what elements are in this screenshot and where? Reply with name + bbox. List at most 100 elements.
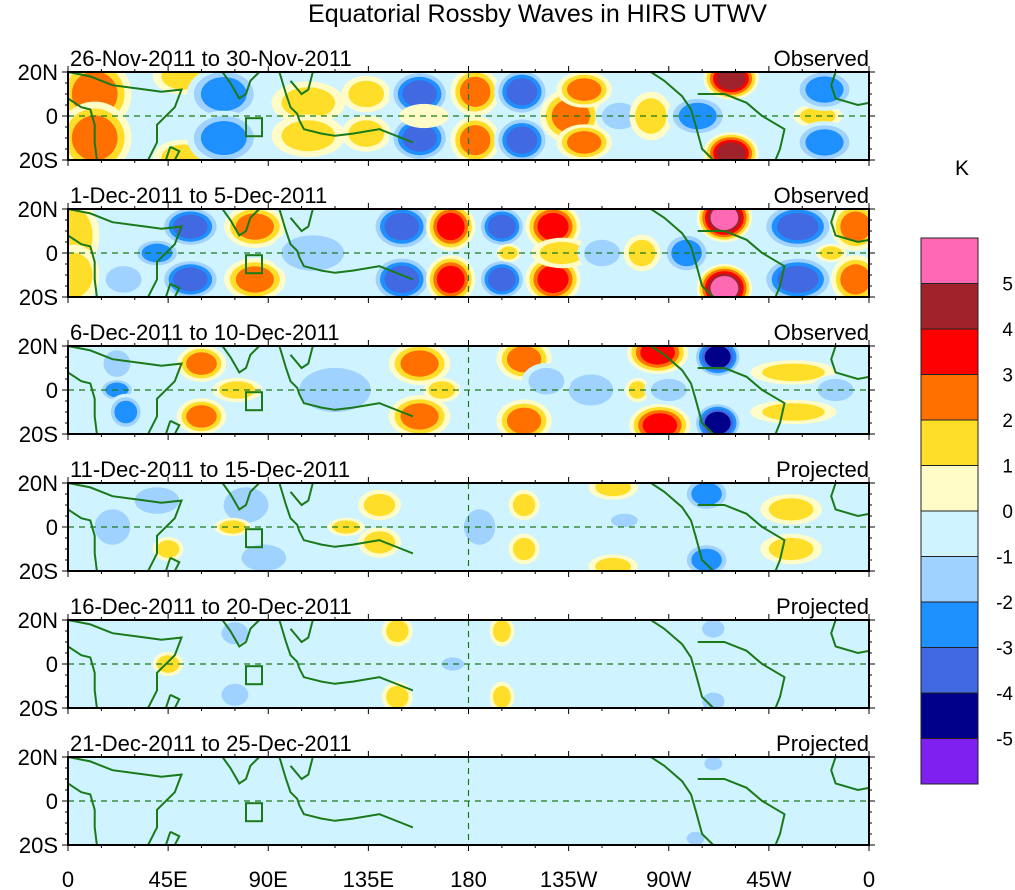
- anomaly-negative: [702, 620, 725, 638]
- anomaly-negative: [402, 80, 437, 108]
- y-tick-label: 0: [46, 652, 58, 677]
- panel-status-label: Projected: [776, 731, 869, 756]
- panel-status-label: Observed: [774, 46, 869, 71]
- anomaly-positive: [716, 142, 746, 160]
- panel-field: [68, 72, 869, 160]
- coastline: [650, 620, 715, 708]
- anomaly-positive: [710, 276, 739, 297]
- y-tick-label: 20N: [18, 471, 58, 496]
- coastline: [68, 97, 98, 160]
- anomaly-negative: [506, 78, 538, 106]
- region-box: [245, 802, 263, 823]
- y-tick-label: 20S: [19, 148, 58, 173]
- colorbar-tick-label: -5: [996, 730, 1013, 751]
- anomaly-negative: [506, 126, 538, 154]
- x-tick-label: 90E: [249, 867, 288, 890]
- y-tick-label: 0: [46, 241, 58, 266]
- y-tick-label: 20N: [18, 334, 58, 359]
- anomaly-negative: [691, 548, 722, 571]
- anomaly-positive: [459, 76, 491, 107]
- anomaly-positive: [762, 363, 825, 382]
- anomaly-positive: [459, 125, 491, 156]
- coastline: [68, 508, 98, 571]
- coastline: [289, 209, 314, 233]
- colorbar-unit-label: K: [955, 157, 970, 180]
- anomaly-positive: [716, 72, 746, 90]
- region-box: [245, 528, 263, 549]
- panel-period-label: 26-Nov-2011 to 30-Nov-2011: [70, 46, 352, 71]
- anomaly-positive: [363, 531, 396, 554]
- anomaly-negative: [441, 657, 465, 671]
- colorbar-tick-label: -3: [996, 639, 1013, 660]
- colorbar-tick-label: 4: [1002, 320, 1013, 341]
- colorbar-tick-label: -2: [996, 593, 1013, 614]
- colorbar-tick-label: 3: [1002, 366, 1013, 387]
- coastline: [830, 209, 869, 244]
- anomaly-negative: [702, 692, 725, 708]
- anomaly-positive: [628, 381, 647, 399]
- coastline: [164, 830, 181, 845]
- coastline: [278, 757, 414, 829]
- colorbar-swatch: [920, 283, 979, 330]
- coastline: [289, 620, 314, 644]
- anomaly-negative: [777, 265, 819, 294]
- anomaly-positive: [642, 413, 678, 434]
- y-tick-label: 20N: [18, 745, 58, 770]
- anomaly-positive: [539, 241, 585, 265]
- anomaly-positive: [219, 520, 247, 534]
- coastline: [278, 346, 414, 418]
- anomaly-negative: [817, 378, 854, 402]
- colorbar-swatch: [920, 465, 979, 512]
- colorbar-swatch: [920, 738, 979, 785]
- coastline: [650, 757, 715, 845]
- y-tick-label: 20S: [19, 696, 58, 721]
- x-tick-label: 135E: [343, 867, 394, 890]
- y-tick-label: 20N: [18, 60, 58, 85]
- panel-period-label: 11-Dec-2011 to 15-Dec-2011: [70, 457, 350, 482]
- anomaly-positive: [156, 540, 180, 558]
- colorbar-swatch: [920, 237, 979, 284]
- anomaly-negative: [650, 378, 687, 402]
- panel-period-label: 1-Dec-2011 to 5-Dec-2011: [70, 183, 327, 208]
- anomaly-positive: [186, 405, 217, 428]
- panel-5: 20N 0 20S 16-Dec-2011 to 20-Dec-2011 Project…: [18, 594, 875, 721]
- anomaly-positive: [348, 80, 385, 108]
- anomaly-positive: [768, 498, 814, 521]
- region-box: [245, 117, 263, 138]
- coastline: [68, 371, 98, 434]
- coastline: [830, 346, 869, 381]
- panel-6: 20N 0 20S 21-Dec-2011 to 25-Dec-2011 Project…: [18, 731, 875, 858]
- coastline: [68, 234, 98, 297]
- region-box: [245, 391, 263, 412]
- y-tick-label: 0: [46, 789, 58, 814]
- anomaly-negative: [704, 411, 731, 434]
- region-box: [245, 254, 263, 275]
- anomaly-negative: [704, 757, 723, 771]
- anomaly-negative: [173, 267, 208, 292]
- anomaly-positive: [840, 264, 869, 295]
- coastlines: [68, 757, 869, 845]
- y-tick-label: 20S: [19, 422, 58, 447]
- coastline: [68, 757, 184, 845]
- coastline: [278, 209, 414, 281]
- colorbar-tick-label: -1: [996, 548, 1013, 569]
- coastline: [830, 72, 869, 107]
- anomaly-positive: [595, 483, 631, 497]
- colorbar-swatch: [920, 419, 979, 466]
- coastline: [68, 645, 98, 708]
- anomaly-positive: [537, 265, 569, 294]
- anomaly-positive: [506, 407, 542, 434]
- coastline: [650, 72, 715, 160]
- coastline: [68, 782, 98, 845]
- coastline: [289, 72, 314, 96]
- anomaly-positive: [386, 685, 409, 708]
- y-tick-label: 0: [46, 378, 58, 403]
- x-tick-label: 0: [863, 867, 875, 890]
- coastline: [221, 209, 261, 237]
- panel-status-label: Projected: [776, 457, 869, 482]
- anomaly-positive: [348, 120, 385, 147]
- colorbar-swatch: [920, 692, 979, 739]
- anomaly-positive: [235, 213, 274, 240]
- coastline: [221, 346, 261, 374]
